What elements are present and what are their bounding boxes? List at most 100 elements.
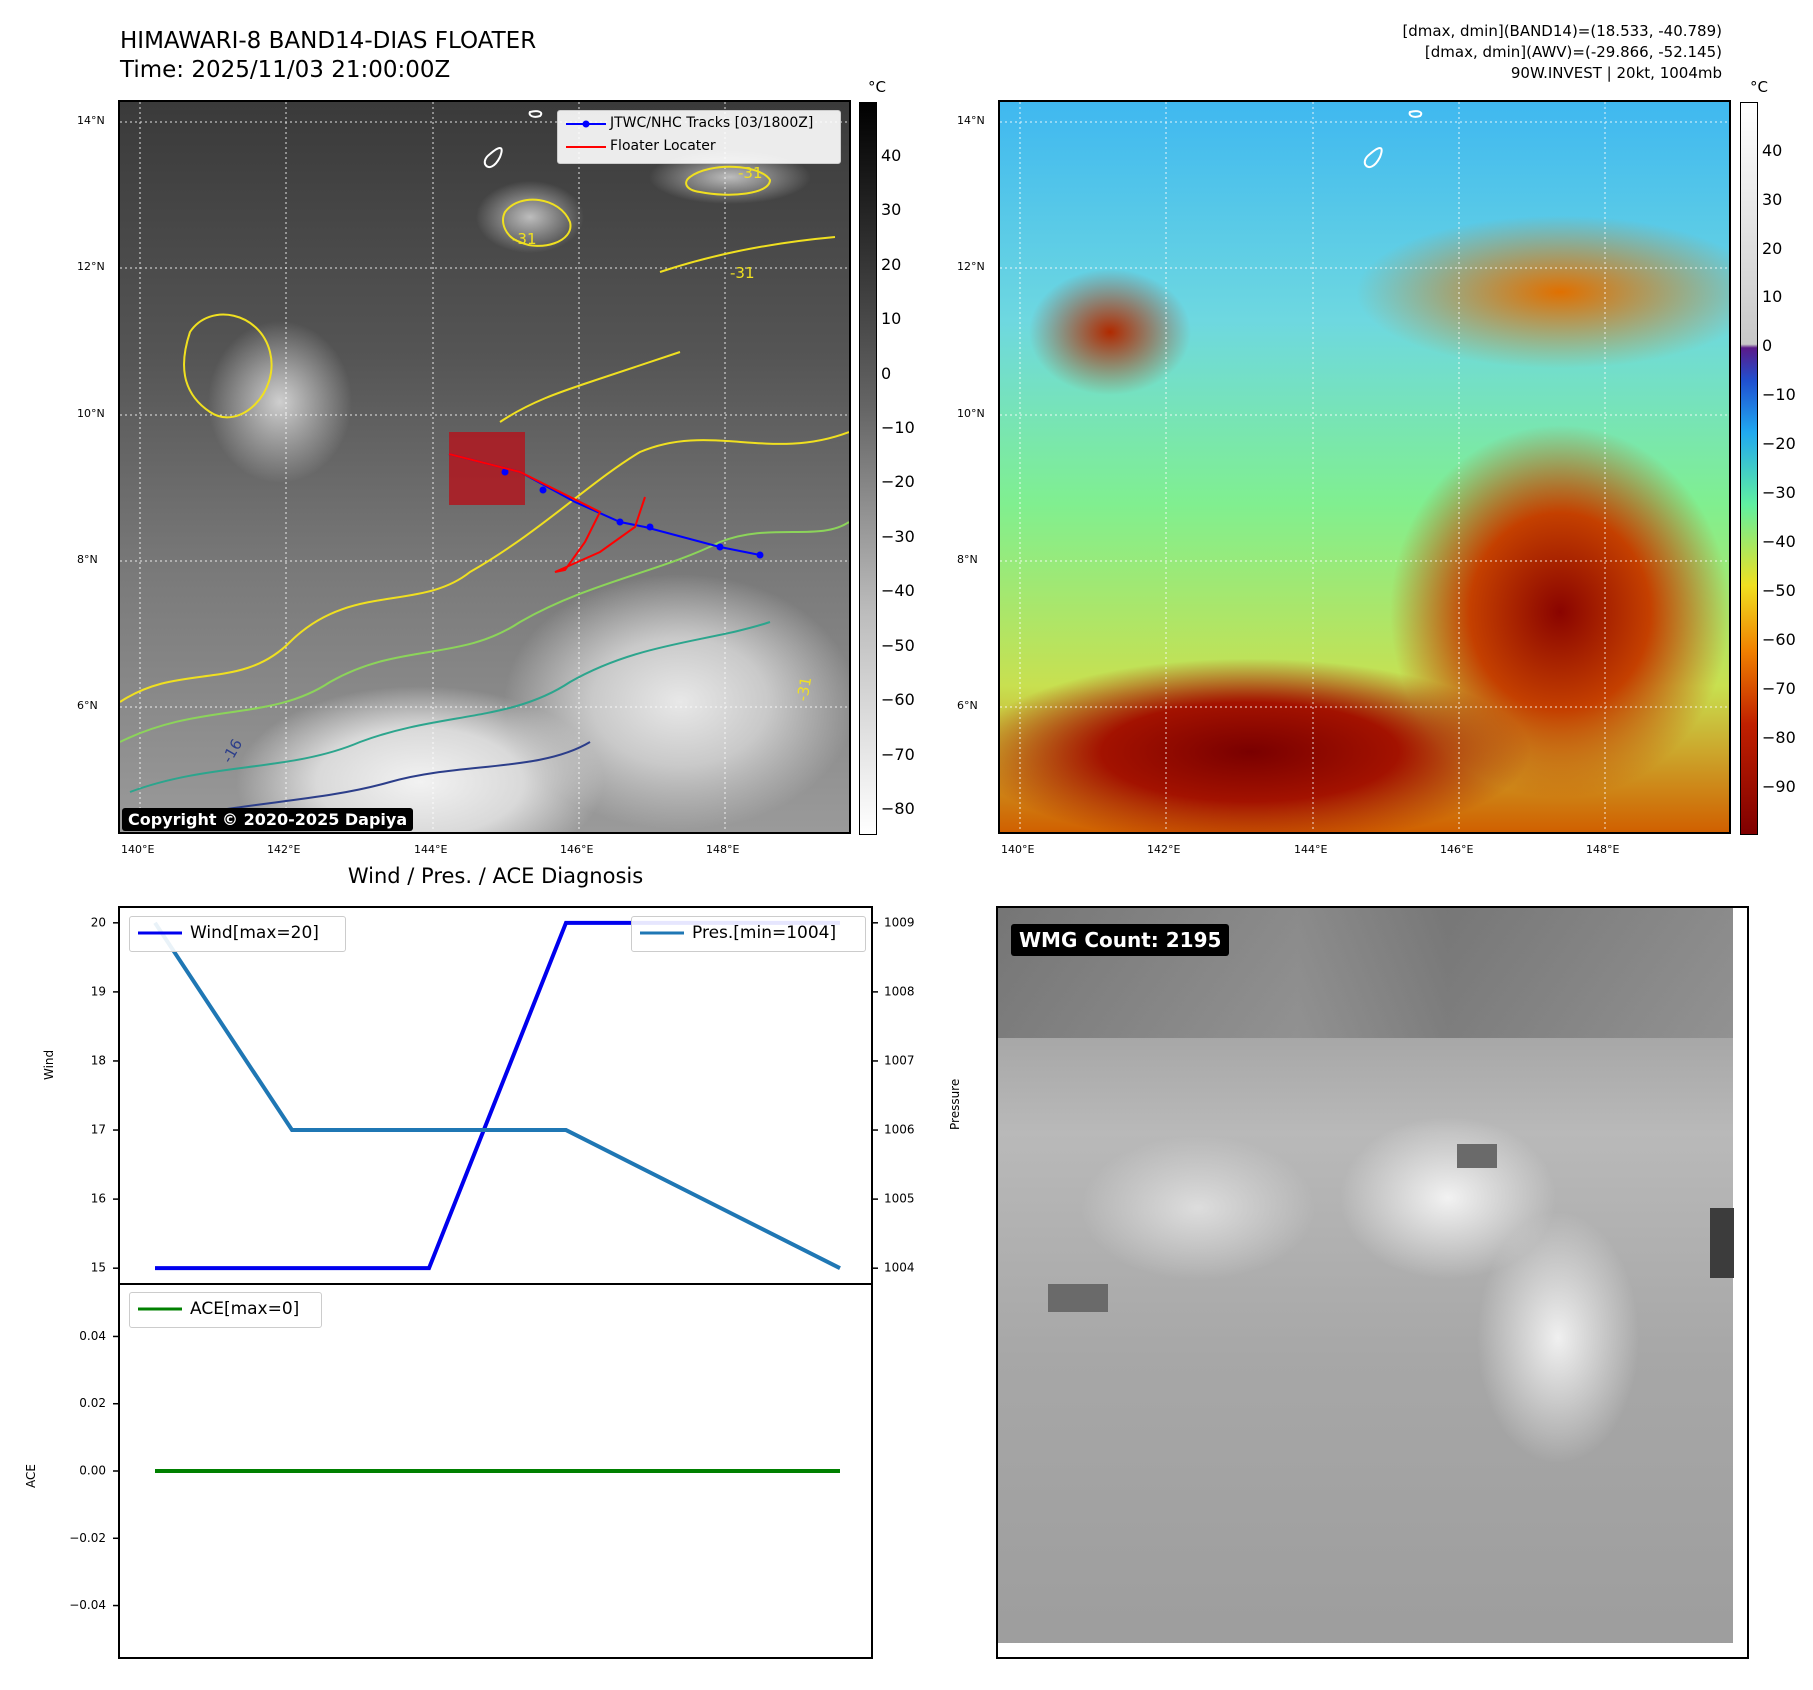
left-cb-tick: −40 bbox=[881, 581, 915, 600]
left-cb-tick: −70 bbox=[881, 745, 915, 764]
storm-summary: 90W.INVEST | 20kt, 1004mb bbox=[1510, 64, 1722, 82]
wind-tick-label: 19 bbox=[91, 984, 106, 998]
pressure-legend: Pres.[min=1004] bbox=[631, 916, 866, 952]
left-cb-tick: −20 bbox=[881, 472, 915, 491]
cloud-top-contours bbox=[120, 165, 849, 823]
right-cb-tick: 40 bbox=[1762, 141, 1783, 160]
lat-label: 10°N bbox=[77, 407, 105, 420]
wind-tick-label: 16 bbox=[91, 1192, 106, 1206]
lon-label: 140°E bbox=[121, 843, 155, 856]
ace-legend-icon bbox=[138, 1307, 182, 1311]
dmax-dmin-band14: [dmax, dmin](BAND14)=(18.533, -40.789) bbox=[1402, 22, 1722, 40]
right-colorbar-unit: °C bbox=[1750, 78, 1768, 96]
lon-label: 144°E bbox=[1294, 843, 1328, 856]
wmg-edge bbox=[998, 1643, 1747, 1657]
wmg-pixel-block bbox=[1457, 1144, 1497, 1168]
left-cb-tick: −30 bbox=[881, 527, 915, 546]
right-cb-tick: −20 bbox=[1762, 434, 1796, 453]
lat-label: 6°N bbox=[957, 699, 978, 712]
floater-box bbox=[449, 432, 525, 505]
pressure-tick-label: 1008 bbox=[884, 984, 915, 998]
right-cb-tick: −40 bbox=[1762, 532, 1796, 551]
diagnosis-title: Wind / Pres. / ACE Diagnosis bbox=[347, 864, 644, 888]
pressure-tick-label: 1009 bbox=[884, 915, 915, 929]
left-cb-tick: −60 bbox=[881, 690, 915, 709]
left-colorbar-unit: °C bbox=[868, 78, 886, 96]
pressure-tick-label: 1007 bbox=[884, 1053, 915, 1067]
wmg-image: WMG Count: 2195 bbox=[996, 906, 1749, 1659]
ace-tick-labels: 0.04 0.02 0.00 −0.02 −0.04 bbox=[69, 1329, 119, 1612]
wind-tick-label: 20 bbox=[91, 915, 106, 929]
contour-label: -31 bbox=[512, 230, 537, 248]
lat-label: 8°N bbox=[77, 553, 98, 566]
right-cb-tick: −80 bbox=[1762, 728, 1796, 747]
legend-label-ace: ACE[max=0] bbox=[190, 1299, 300, 1319]
lat-label: 6°N bbox=[77, 699, 98, 712]
lon-label: 148°E bbox=[1586, 843, 1620, 856]
wmg-pixel-block bbox=[1048, 1284, 1108, 1312]
right-cb-tick: −60 bbox=[1762, 630, 1796, 649]
band14-legend: JTWC/NHC Tracks [03/1800Z] Floater Locat… bbox=[557, 110, 841, 164]
right-cb-tick: −30 bbox=[1762, 483, 1796, 502]
ace-tick-label: 0.04 bbox=[79, 1329, 106, 1343]
right-cb-tick: −50 bbox=[1762, 581, 1796, 600]
right-cb-tick: −70 bbox=[1762, 679, 1796, 698]
wind-tick-label: 18 bbox=[91, 1053, 106, 1067]
right-cb-tick: −10 bbox=[1762, 385, 1796, 404]
right-cb-tick: 20 bbox=[1762, 239, 1783, 258]
left-cb-tick: 10 bbox=[881, 309, 902, 328]
right-cb-tick: 10 bbox=[1762, 287, 1783, 306]
coastline bbox=[1363, 110, 1423, 169]
coastline bbox=[483, 110, 543, 169]
lat-label: 12°N bbox=[957, 260, 985, 273]
floater-locater-line bbox=[448, 453, 646, 573]
pressure-tick-label: 1006 bbox=[884, 1123, 915, 1137]
ace-tick-label: −0.04 bbox=[69, 1598, 106, 1612]
lon-label: 146°E bbox=[560, 843, 594, 856]
left-cb-tick: −10 bbox=[881, 418, 915, 437]
contour-label: -31 bbox=[738, 164, 763, 182]
awv-overlay bbox=[1000, 102, 1729, 832]
band14-map: -31 -31 -31 -31 -16 JTWC/NHC Tracks [03/… bbox=[118, 100, 851, 834]
copyright-badge: Copyright © 2020-2025 Dapiya bbox=[122, 808, 414, 831]
left-cb-tick: −80 bbox=[881, 799, 915, 818]
right-cb-tick: 30 bbox=[1762, 190, 1783, 209]
pressure-legend-icon bbox=[640, 931, 684, 935]
left-cb-tick: 20 bbox=[881, 255, 902, 274]
wind-legend-icon bbox=[138, 931, 182, 935]
ace-tick-label: 0.00 bbox=[79, 1464, 106, 1478]
lon-label: 144°E bbox=[414, 843, 448, 856]
dmax-dmin-awv: [dmax, dmin](AWV)=(-29.866, -52.145) bbox=[1424, 43, 1722, 61]
pressure-series-line bbox=[153, 921, 841, 1270]
left-cb-tick: 0 bbox=[881, 364, 892, 383]
map-gridlines bbox=[1000, 102, 1729, 832]
ace-legend: ACE[max=0] bbox=[129, 1292, 322, 1328]
lon-label: 142°E bbox=[1147, 843, 1181, 856]
left-colorbar bbox=[859, 102, 877, 835]
legend-label-wind: Wind[max=20] bbox=[190, 923, 319, 943]
lat-label: 14°N bbox=[957, 114, 985, 127]
wmg-count-badge: WMG Count: 2195 bbox=[1011, 924, 1230, 956]
pressure-tick-label: 1004 bbox=[884, 1261, 915, 1275]
right-cb-tick: −90 bbox=[1762, 777, 1796, 796]
diagnosis-chart: 20 19 18 17 16 15 1009 1008 1007 1006 1005 1004 0.… bbox=[69, 906, 915, 1659]
track-legend-icon bbox=[566, 120, 606, 128]
awv-map bbox=[998, 100, 1731, 834]
lon-label: 142°E bbox=[267, 843, 301, 856]
wind-tick-label: 17 bbox=[91, 1123, 106, 1137]
figure-title-line1: HIMAWARI-8 BAND14-DIAS FLOATER bbox=[120, 28, 537, 54]
band14-overlay bbox=[120, 102, 849, 832]
lon-label: 146°E bbox=[1440, 843, 1474, 856]
lat-label: 12°N bbox=[77, 260, 105, 273]
wind-tick-label: 15 bbox=[91, 1261, 106, 1275]
legend-label-tracks: JTWC/NHC Tracks [03/1800Z] bbox=[610, 115, 814, 131]
legend-label-floater: Floater Locater bbox=[610, 138, 716, 154]
wind-tick-labels: 20 19 18 17 16 15 bbox=[91, 915, 119, 1275]
wmg-edge bbox=[1733, 908, 1747, 1657]
right-colorbar bbox=[1740, 102, 1758, 835]
lat-label: 8°N bbox=[957, 553, 978, 566]
jtwc-track-points bbox=[501, 468, 764, 559]
pressure-tick-labels: 1009 1008 1007 1006 1005 1004 bbox=[872, 915, 915, 1275]
lon-label: 148°E bbox=[706, 843, 740, 856]
legend-label-pressure: Pres.[min=1004] bbox=[692, 923, 837, 943]
